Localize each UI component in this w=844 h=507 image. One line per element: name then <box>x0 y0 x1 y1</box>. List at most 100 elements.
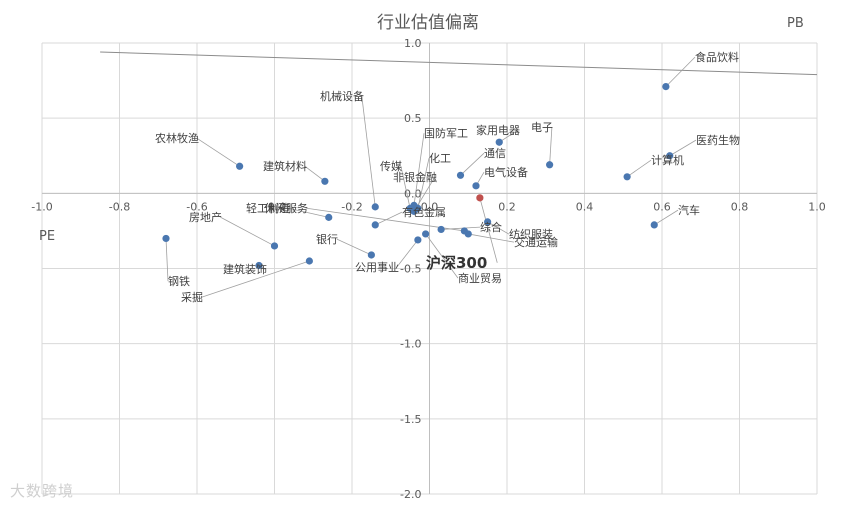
data-point <box>305 257 313 265</box>
data-label: 钢铁 <box>168 275 190 288</box>
data-label: 公用事业 <box>355 261 399 274</box>
data-label: 汽车 <box>678 203 700 217</box>
x-tick-label: 1.0 <box>808 200 826 213</box>
label-leader-line <box>304 165 326 182</box>
data-label: 银行 <box>316 232 338 246</box>
label-leader-line <box>441 226 481 230</box>
x-tick-label: -0.2 <box>341 200 362 213</box>
data-point <box>236 162 244 170</box>
data-points <box>162 82 674 270</box>
data-label: 通信 <box>484 147 506 160</box>
data-label: 建筑材料 <box>263 159 307 173</box>
label-leader-line <box>400 166 411 209</box>
data-label: 轻工制造 <box>246 201 290 215</box>
data-point <box>484 218 492 226</box>
label-leader-line <box>549 127 553 165</box>
data-point <box>495 138 503 146</box>
data-point <box>422 230 430 238</box>
x-tick-label: 0.0 <box>421 200 439 213</box>
data-point <box>414 236 422 244</box>
data-label: 传媒 <box>380 160 402 173</box>
y-tick-label: -2.0 <box>400 488 421 501</box>
y-axis-label: PB <box>787 16 804 31</box>
data-point <box>460 227 468 235</box>
data-label: 医药生物 <box>696 133 740 147</box>
data-point <box>270 242 279 250</box>
y-tick-label: 0.5 <box>404 112 422 125</box>
label-leader-line <box>669 139 697 157</box>
label-leader-line <box>201 260 310 298</box>
data-label: 沪深300 <box>426 254 487 272</box>
label-leader-line <box>287 207 329 218</box>
data-label: 交通运输 <box>514 235 558 249</box>
x-tick-label: 0.2 <box>498 200 516 213</box>
label-leader-line <box>361 96 376 207</box>
data-label: 化工 <box>429 151 451 165</box>
label-leader-line <box>460 152 485 176</box>
data-point <box>456 171 465 179</box>
label-leader-line <box>220 216 275 247</box>
data-label: 机械设备 <box>320 89 364 103</box>
data-label: 电子 <box>531 121 553 134</box>
label-leader-lines <box>165 56 697 298</box>
data-label: 商业贸易 <box>458 271 502 285</box>
y-tick-label: -1.0 <box>400 338 421 351</box>
benchmark-point <box>476 194 484 202</box>
label-leader-line <box>413 133 425 206</box>
data-point <box>162 234 170 243</box>
data-point <box>367 251 375 259</box>
label-leader-line <box>165 238 169 282</box>
label-leader-line <box>336 238 372 256</box>
chart-title: 行业估值偏离 <box>377 13 479 33</box>
data-label: 计算机 <box>651 153 684 167</box>
y-tick-label: -1.5 <box>400 413 421 426</box>
trend-line <box>100 51 818 76</box>
data-label: 非银金融 <box>393 170 437 184</box>
data-point <box>472 182 480 190</box>
data-label: 休闲服务 <box>264 201 308 215</box>
x-tick-label: -1.0 <box>31 200 52 213</box>
x-tick-label: 0.8 <box>731 200 749 213</box>
label-leader-line <box>305 207 465 232</box>
data-label: 建筑装饰 <box>223 262 267 276</box>
watermark: 大数跨境 <box>10 482 75 500</box>
data-label: 家用电器 <box>476 123 520 137</box>
data-point <box>371 203 379 211</box>
data-label: 纺织服装 <box>509 227 553 241</box>
label-leader-line <box>425 233 459 279</box>
data-point <box>650 221 658 229</box>
data-label: 国防军工 <box>424 126 468 140</box>
data-label: 食品饮料 <box>695 50 739 64</box>
label-leader-line <box>487 221 510 235</box>
data-point <box>325 213 333 221</box>
data-point <box>666 152 674 160</box>
data-point <box>371 221 379 229</box>
label-leader-line <box>396 239 419 268</box>
tick-labels: -1.0 -0.8 -0.6 -0.4 -0.2 0.0 0.2 0.4 0.6 0.8 1.0 1.… <box>31 37 825 501</box>
label-leader-line <box>654 209 679 226</box>
label-leader-line <box>417 158 430 209</box>
x-tick-label: -0.8 <box>109 200 130 213</box>
data-point <box>255 261 263 270</box>
data-point <box>662 82 670 91</box>
y-tick-label: 0.0 <box>404 187 422 200</box>
data-point <box>623 173 631 181</box>
data-label: 农林牧渔 <box>155 131 199 145</box>
y-tick-label: 1.0 <box>404 37 422 50</box>
label-leader-line <box>499 129 519 143</box>
x-axis-label: PE <box>39 229 55 244</box>
y-tick-label: -0.5 <box>400 263 421 276</box>
data-label: 综合 <box>480 220 502 234</box>
data-point <box>546 161 554 169</box>
label-leader-line <box>468 233 515 243</box>
data-point <box>321 177 329 185</box>
data-point <box>410 207 418 215</box>
data-label: 电气设备 <box>484 165 528 179</box>
data-label: 有色金属 <box>402 205 446 219</box>
label-leader-line <box>665 56 696 87</box>
label-leader-line <box>479 197 498 263</box>
x-tick-label: 0.4 <box>576 200 594 213</box>
data-point <box>437 225 445 234</box>
axes <box>42 43 817 494</box>
